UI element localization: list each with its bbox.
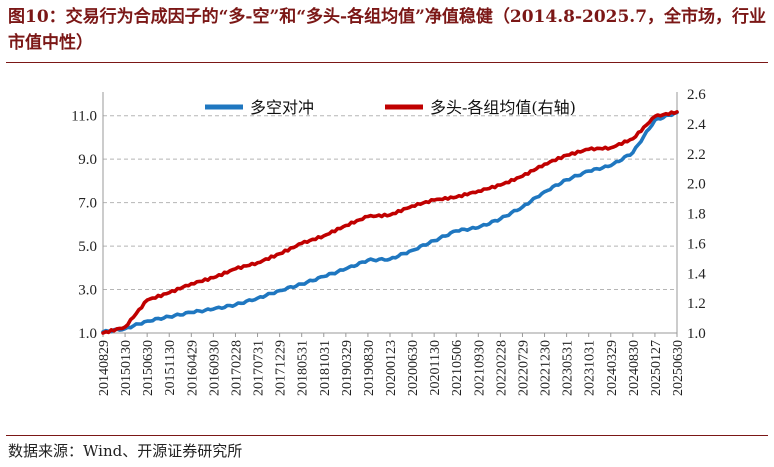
axes bbox=[102, 92, 678, 337]
right-axis-tick-label: 1.8 bbox=[687, 207, 706, 223]
x-axis-tick-label: 20160429 bbox=[185, 340, 200, 396]
x-axis-tick-label: 20190329 bbox=[340, 340, 355, 396]
grid-lines bbox=[103, 115, 677, 291]
left-axis-tick-label: 5.0 bbox=[78, 239, 97, 255]
x-axis-tick-label: 20230531 bbox=[561, 340, 576, 396]
right-axis-tick-labels: 1.0 1.2 1.4 1.6 1.8 2.0 2.2 2.4 2.6 bbox=[687, 87, 706, 342]
x-axis-tick-label: 20240830 bbox=[627, 340, 642, 396]
x-axis-tick-label: 20221230 bbox=[539, 340, 554, 396]
x-axis-tick-label: 20180531 bbox=[296, 340, 311, 396]
right-axis-tick-label: 1.2 bbox=[687, 296, 706, 312]
x-axis-tick-label: 20150130 bbox=[119, 340, 134, 396]
left-axis-tick-labels: 1.0 3.0 5.0 7.0 9.0 11.0 bbox=[71, 109, 97, 342]
x-axis-tick-label: 20201130 bbox=[428, 340, 443, 395]
left-axis-tick-label: 11.0 bbox=[71, 109, 97, 125]
right-axis-tick-label: 2.2 bbox=[687, 147, 706, 163]
left-axis-tick-label: 3.0 bbox=[78, 283, 97, 299]
x-axis-tick-label: 20160930 bbox=[207, 340, 222, 396]
x-axis-tick-label: 20200630 bbox=[406, 340, 421, 396]
data-source-note: 数据来源：Wind、开源证券研究所 bbox=[8, 442, 243, 460]
right-axis-tick-label: 2.4 bbox=[687, 117, 706, 133]
right-axis-tick-label: 2.6 bbox=[687, 87, 706, 103]
x-axis-tick-labels: 20140829 20150130 20150630 20151130 20160429… bbox=[97, 340, 686, 396]
x-axis-tick-label: 20171229 bbox=[274, 340, 289, 396]
x-axis-tick-label: 20210506 bbox=[450, 340, 465, 396]
right-axis-tick-label: 1.0 bbox=[687, 326, 706, 342]
left-axis-tick-label: 7.0 bbox=[78, 196, 97, 212]
x-axis-tick-label: 20151130 bbox=[163, 340, 178, 395]
right-axis-tick-label: 1.4 bbox=[687, 266, 706, 282]
footer-divider bbox=[6, 435, 768, 436]
x-axis-tick-label: 20170731 bbox=[252, 340, 267, 396]
x-axis-tick-label: 20231031 bbox=[583, 340, 598, 396]
legend-label: 多空对冲 bbox=[250, 98, 314, 117]
right-axis-tick-label: 1.6 bbox=[687, 236, 706, 252]
legend: 多空对冲 多头-各组均值(右轴) bbox=[205, 98, 576, 117]
x-axis-tick-label: 20150630 bbox=[141, 340, 156, 396]
series-lines bbox=[101, 110, 679, 335]
x-axis-tick-label: 20200123 bbox=[384, 340, 399, 396]
legend-label: 多头-各组均值(右轴) bbox=[430, 98, 576, 117]
series-line-long-minus-mean bbox=[101, 110, 679, 335]
x-axis-tick-label: 20170228 bbox=[229, 340, 244, 396]
x-axis-tick-label: 20140829 bbox=[97, 340, 112, 396]
x-axis-tick-label: 20181031 bbox=[318, 340, 333, 396]
x-axis-tick-label: 20190830 bbox=[362, 340, 377, 396]
right-axis-tick-label: 2.0 bbox=[687, 177, 706, 193]
x-axis-tick-label: 20240329 bbox=[605, 340, 620, 396]
x-axis-tick-label: 20250630 bbox=[671, 340, 686, 396]
x-axis-tick-label: 20220729 bbox=[516, 340, 531, 396]
x-axis-tick-label: 20210930 bbox=[472, 340, 487, 396]
left-axis-tick-label: 1.0 bbox=[78, 326, 97, 342]
x-axis-tick-label: 20250127 bbox=[649, 340, 664, 396]
title-divider bbox=[6, 62, 768, 63]
left-axis-tick-label: 9.0 bbox=[78, 152, 97, 168]
chart-title: 图10：交易行为合成因子的“多-空”和“多头-各组均值”净值稳健（2014.8-… bbox=[8, 7, 767, 53]
x-axis-tick-label: 20220228 bbox=[494, 340, 509, 396]
series-line-long-short bbox=[101, 110, 679, 334]
